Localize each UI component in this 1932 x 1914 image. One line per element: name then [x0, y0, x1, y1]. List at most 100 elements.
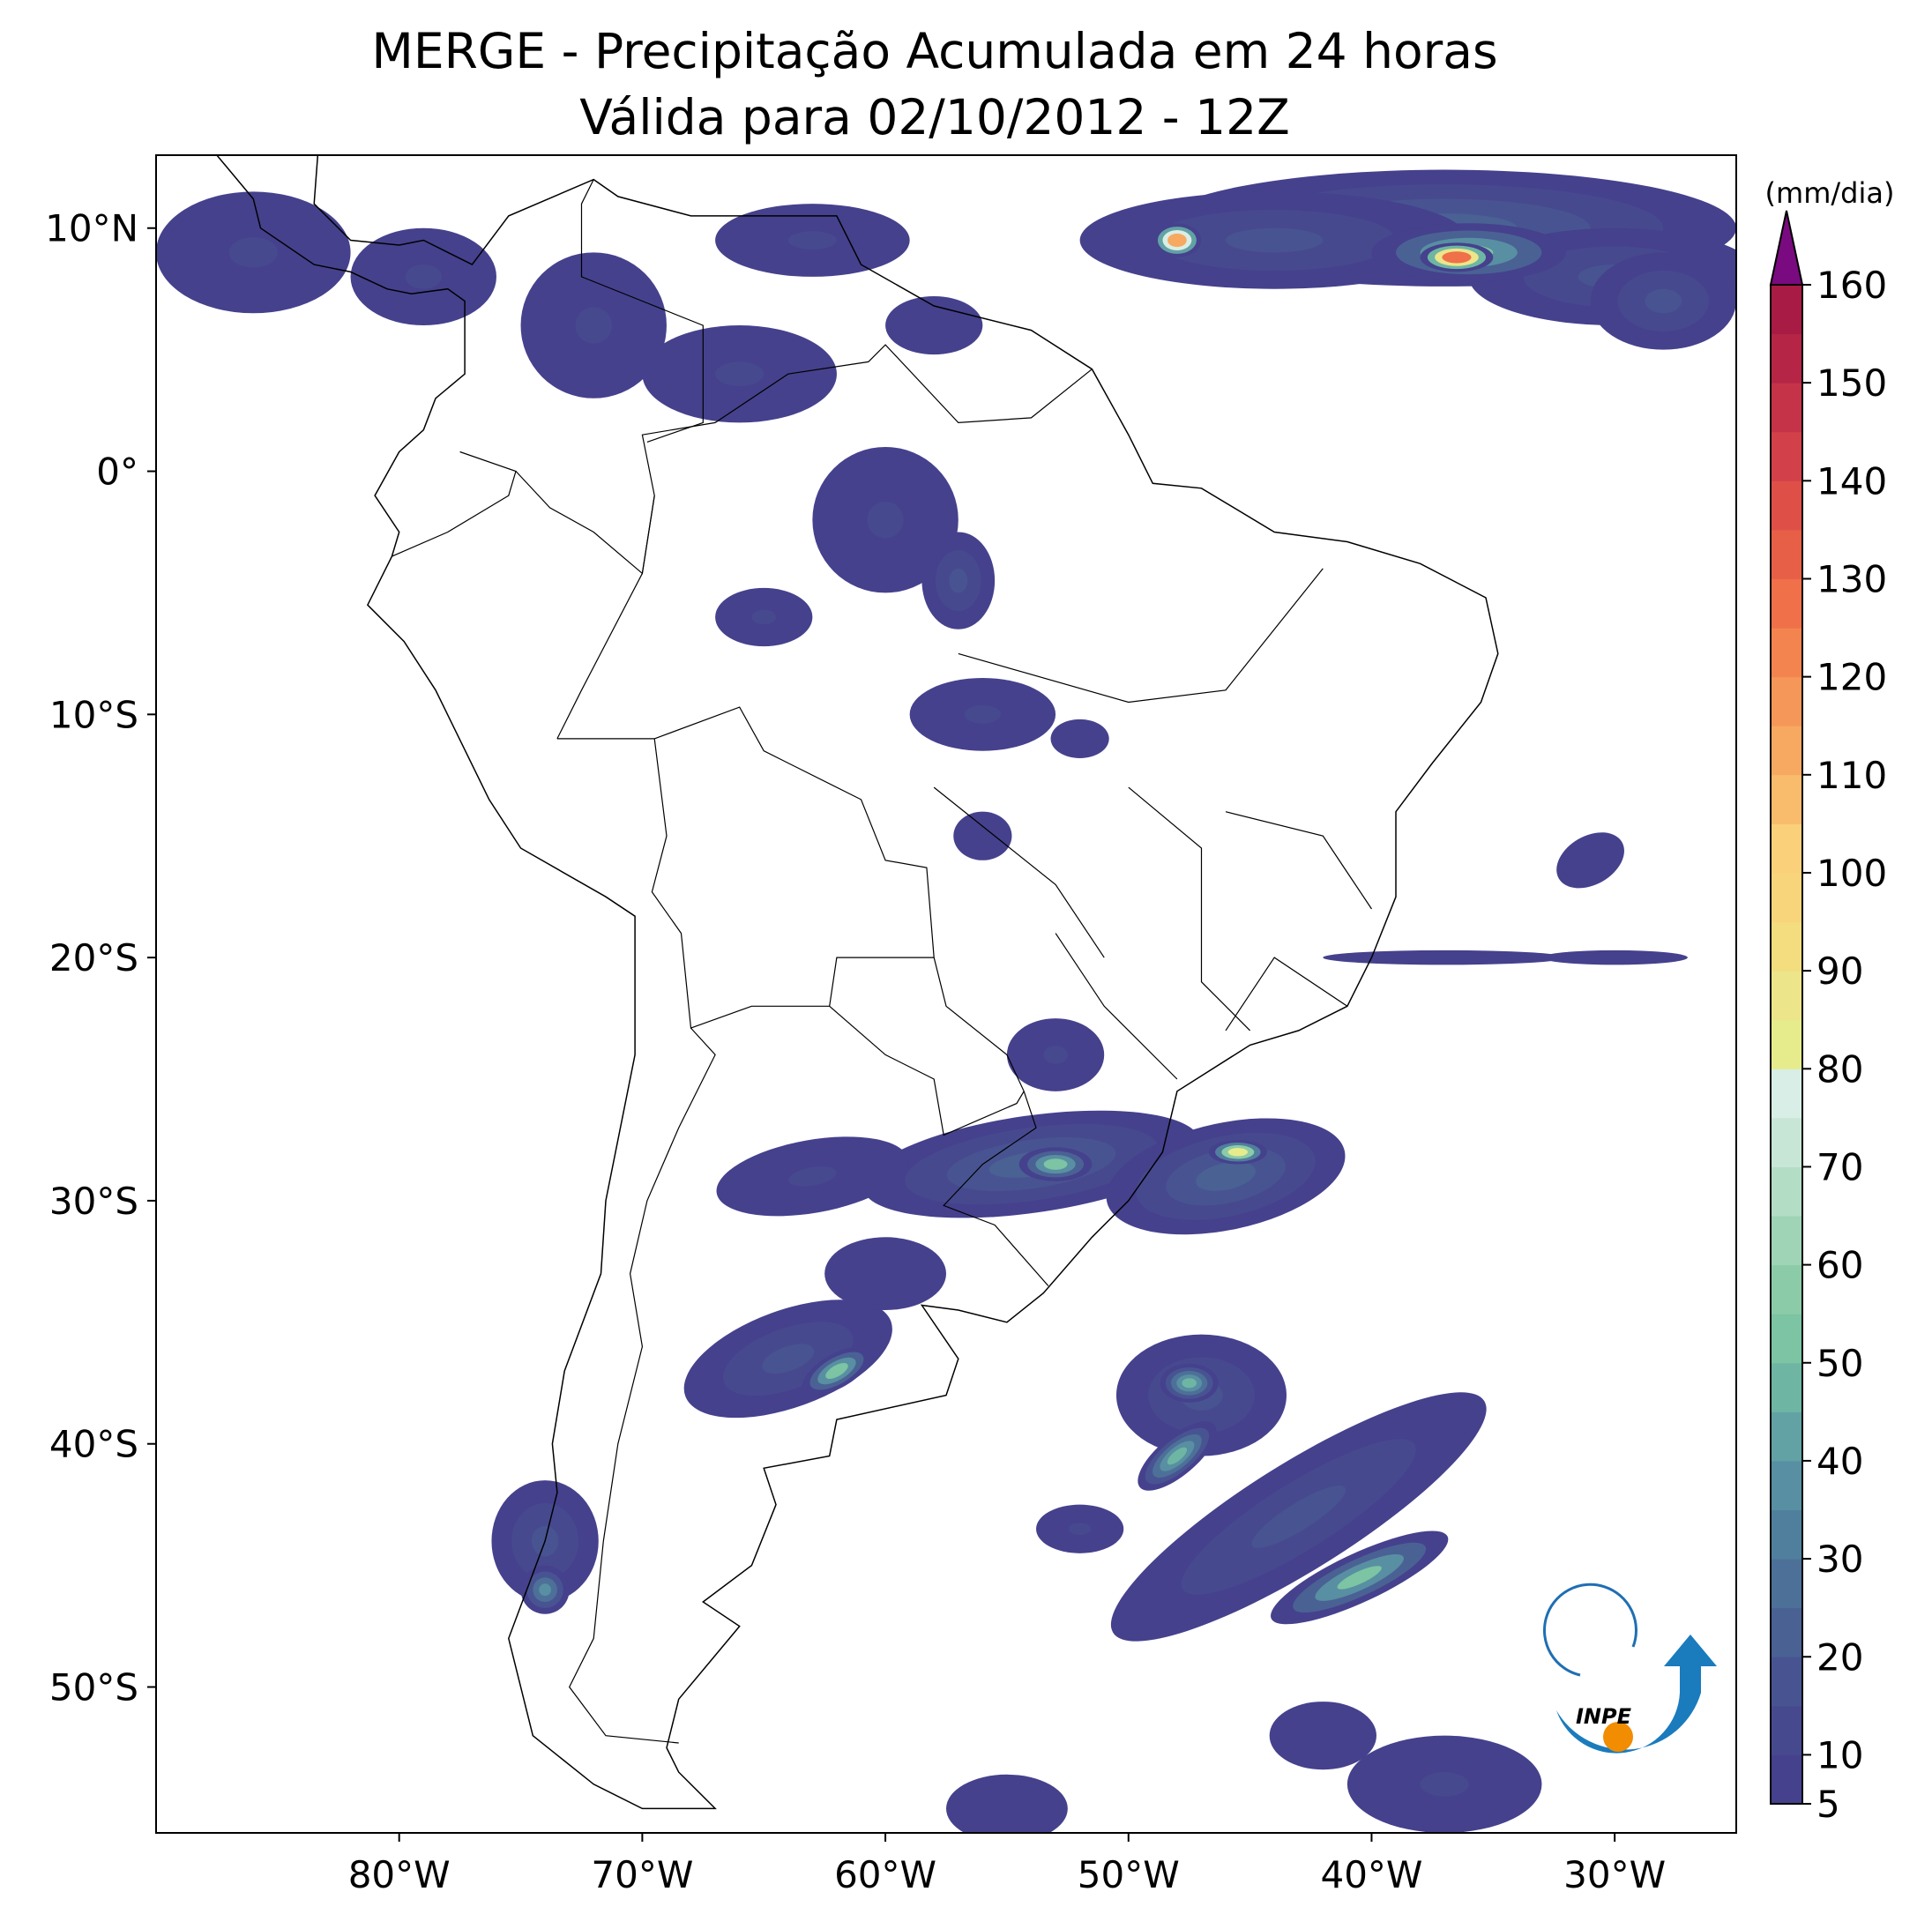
precip-cell: [762, 1344, 815, 1374]
colorbar-band: [1771, 1362, 1802, 1412]
precip-cell: [539, 1583, 552, 1597]
colorbar-tick-label: 5: [1816, 1783, 1840, 1826]
colorbar-band: [1771, 285, 1802, 335]
lat-tick-label: 40°S: [49, 1423, 138, 1466]
precip-cell: [946, 1774, 1068, 1833]
precip-cell: [1337, 1566, 1382, 1590]
precip-cell: [1043, 1158, 1068, 1170]
border: [1055, 933, 1178, 1080]
colorbar-band: [1771, 1069, 1802, 1119]
precip-cell: [787, 231, 837, 249]
colorbar-band: [1771, 921, 1802, 972]
precip-cell: [1069, 1523, 1092, 1536]
precip-cell: [751, 609, 777, 625]
precip-cell: [949, 568, 968, 593]
colorbar-tick-label: 10: [1816, 1733, 1863, 1776]
colorbar-unit: (mm/dia): [1765, 176, 1895, 210]
border: [556, 706, 1049, 1286]
colorbar-tick-label: 50: [1816, 1342, 1863, 1385]
border: [568, 1027, 716, 1744]
colorbar-tick-label: 130: [1816, 557, 1887, 600]
precip-cell: [867, 502, 904, 539]
lon-tick-label: 80°W: [348, 1853, 451, 1896]
colorbar-band: [1771, 628, 1802, 678]
map-frame: [155, 154, 1737, 1834]
precip-cell: [1420, 1772, 1469, 1797]
colorbar-band: [1771, 1657, 1802, 1707]
inpe-logo: INPE: [1542, 1583, 1717, 1754]
border: [556, 344, 1093, 740]
colorbar-band: [1771, 872, 1802, 923]
colorbar-band: [1771, 1314, 1802, 1364]
precip-cell: [1167, 1447, 1188, 1465]
colorbar-band: [1771, 431, 1802, 481]
precip-cell: [788, 1166, 837, 1187]
colorbar-band: [1771, 971, 1802, 1021]
logo-arc: [1542, 1583, 1637, 1677]
coastline: [212, 155, 1499, 1810]
colorbar-tick-label: 120: [1816, 656, 1887, 699]
lat-tick-label: 10°N: [45, 207, 138, 250]
colorbar-tick-label: 60: [1816, 1244, 1863, 1287]
precip-cell: [1043, 1046, 1068, 1064]
colorbar-tick-label: 70: [1816, 1145, 1863, 1188]
colorbar-band: [1771, 1509, 1802, 1560]
precip-cell: [1323, 950, 1567, 965]
border: [515, 471, 655, 575]
colorbar-band: [1771, 1019, 1802, 1069]
colorbar-band: [1771, 578, 1802, 629]
colorbar-band: [1771, 1559, 1802, 1609]
lon-tick-label: 60°W: [834, 1853, 936, 1896]
precip-cell: [1269, 1702, 1376, 1770]
precip-cell: [825, 1362, 848, 1379]
colorbar-frame: [1770, 284, 1803, 1805]
precip-cell: [715, 361, 765, 387]
border: [580, 179, 704, 443]
logo-text: INPE: [1576, 1704, 1632, 1729]
border: [1225, 957, 1348, 1031]
lat-tick-label: 10°S: [49, 693, 138, 736]
precip-cell: [1226, 227, 1324, 253]
colorbar-tick-label: 20: [1816, 1635, 1863, 1679]
border: [958, 568, 1324, 704]
border: [829, 1005, 1025, 1136]
title: MERGE - Precipitação Acumulada em 24 hor…: [371, 23, 1497, 79]
colorbar-band: [1771, 1166, 1802, 1217]
precip-cell: [228, 237, 278, 268]
precip-cell: [824, 1237, 947, 1311]
lon-tick-label: 70°W: [591, 1853, 693, 1896]
lat-tick-label: 0°: [96, 451, 138, 494]
precip-cell: [405, 264, 442, 289]
precip-cell: [1196, 1161, 1256, 1191]
colorbar-band: [1771, 1607, 1802, 1657]
border: [933, 786, 1105, 958]
colorbar-tick-label: 100: [1816, 852, 1887, 895]
border: [1128, 786, 1251, 1031]
colorbar-band: [1771, 1411, 1802, 1462]
colorbar-band: [1771, 1117, 1802, 1167]
border: [1225, 811, 1372, 910]
colorbar-band: [1771, 1705, 1802, 1755]
border: [392, 451, 517, 557]
lon-tick-label: 30°W: [1563, 1853, 1666, 1896]
logo-swoosh: [1556, 1635, 1717, 1754]
precip-cell: [1541, 950, 1688, 965]
precip-cell: [1167, 233, 1187, 248]
colorbar-band: [1771, 676, 1802, 726]
colorbar-band: [1771, 480, 1802, 531]
precip-cell: [1182, 1378, 1197, 1389]
border: [651, 738, 935, 1029]
precip-cell: [1442, 251, 1472, 264]
precip-cell: [885, 295, 983, 355]
colorbar-band: [1771, 774, 1802, 824]
precip-cell: [1251, 1486, 1346, 1548]
colorbar-tick-label: 110: [1816, 754, 1887, 797]
colorbar-tick-label: 40: [1816, 1440, 1863, 1483]
colorbar-tick-label: 30: [1816, 1538, 1863, 1581]
colorbar-band: [1771, 1264, 1802, 1314]
colorbar-band: [1771, 823, 1802, 874]
colorbar-tick-label: 160: [1816, 264, 1887, 307]
map-area: [156, 155, 1736, 1833]
precip-cell: [1050, 719, 1109, 758]
